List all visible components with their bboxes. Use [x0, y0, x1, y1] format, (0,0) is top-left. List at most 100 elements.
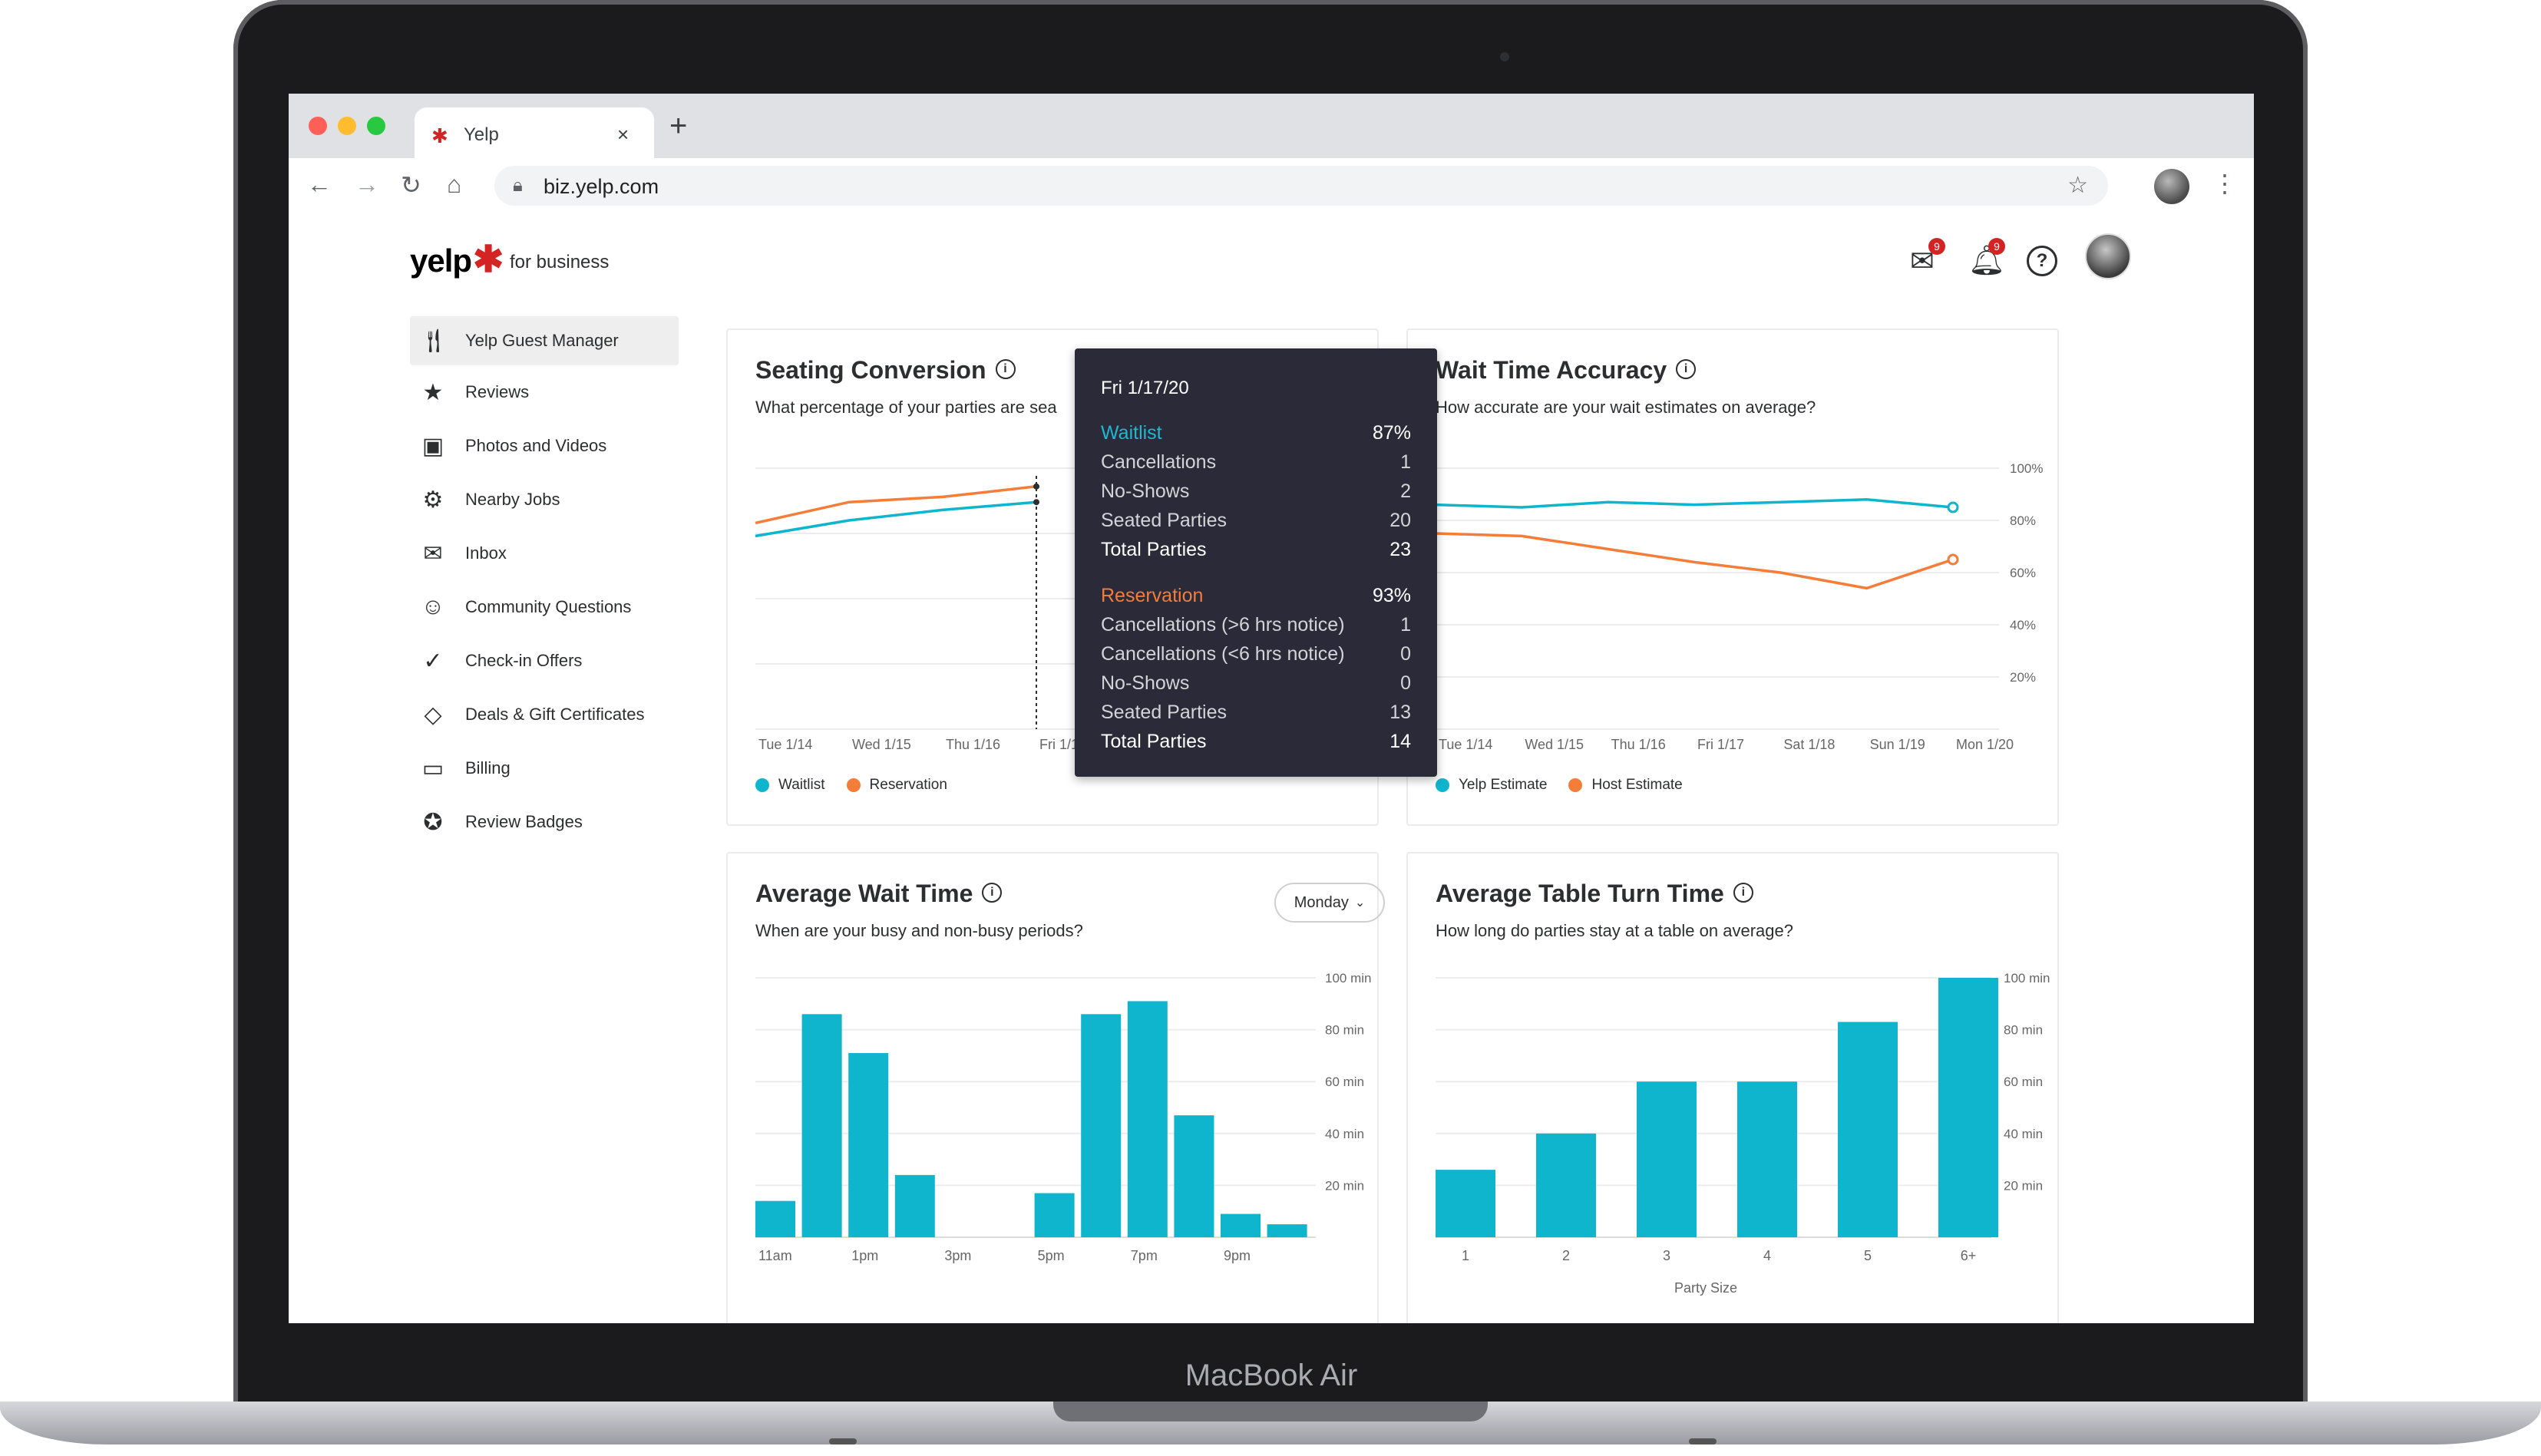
bar	[1737, 1081, 1797, 1237]
card-title: Seating Conversion i	[755, 356, 1016, 385]
new-tab-button[interactable]: +	[669, 109, 688, 143]
sidebar-item-deals-gift-certificates[interactable]: ◇ Deals & Gift Certificates	[410, 688, 679, 741]
tooltip-row: Total Parties 14	[1101, 731, 1411, 760]
legend-swatch-waitlist	[755, 778, 769, 792]
back-icon[interactable]: ←	[307, 170, 332, 198]
sidebar-item-billing[interactable]: ▭ Billing	[410, 741, 679, 795]
info-icon[interactable]: i	[1676, 358, 1697, 379]
y-tick-label: 60 min	[1325, 1075, 1364, 1089]
y-tick-label: 20 min	[2004, 1178, 2043, 1193]
day-dropdown[interactable]: Monday ⌄	[1274, 883, 1385, 923]
tooltip-row-label: No-Shows	[1101, 480, 1190, 502]
chrome-menu-icon[interactable]: ⋮	[2212, 170, 2237, 197]
sidebar-item-nearby-jobs[interactable]: ⚙ Nearby Jobs	[410, 473, 679, 527]
bookmark-star-icon[interactable]: ☆	[2067, 173, 2088, 198]
sidebar-item-label: Yelp Guest Manager	[465, 331, 619, 350]
tag-icon: ◇	[424, 702, 442, 728]
yelp-burst-icon: ✱	[473, 239, 504, 280]
image-icon: ▣	[421, 433, 444, 459]
chart-legend: Waitlist Reservation	[755, 777, 969, 794]
tooltip-row: Cancellations 1	[1101, 451, 1411, 480]
legend-swatch-reservation	[846, 778, 861, 792]
x-tick-label: 5pm	[1038, 1248, 1065, 1263]
x-tick-label: 11am	[758, 1248, 792, 1263]
tooltip-row: Cancellations (>6 hrs notice) 1	[1101, 614, 1411, 643]
help-icon[interactable]: ?	[2027, 246, 2057, 276]
tooltip-row: Waitlist 87%	[1101, 422, 1411, 451]
tab-bar: ✱ Yelp × +	[289, 94, 2254, 158]
device-brand-label: MacBook Air	[1185, 1359, 1358, 1392]
legend-swatch-yelp-estimate	[1436, 778, 1449, 792]
bar	[894, 1174, 935, 1237]
home-icon[interactable]: ⌂	[447, 170, 462, 198]
sidebar-item-review-badges[interactable]: ✪ Review Badges	[410, 795, 679, 849]
bar	[1436, 1170, 1495, 1237]
browser-window: ✱ Yelp × + ← → ↻ ⌂ 🔒︎ biz.yelp.com ☆ ⋮ y…	[289, 94, 2254, 1323]
x-tick-label: 3	[1663, 1248, 1670, 1263]
series-line-waitlist	[755, 500, 1037, 538]
sidebar-item-label: Deals & Gift Certificates	[465, 705, 645, 724]
bar	[1938, 978, 1998, 1237]
x-tick-label: Fri 1/17	[1697, 737, 1744, 752]
card-title: Wait Time Accuracy i	[1436, 356, 1697, 385]
tooltip-row: No-Shows 2	[1101, 480, 1411, 510]
tooltip-row-label: Total Parties	[1101, 731, 1207, 752]
average-wait-time-card: Average Wait Time i When are your busy an…	[726, 852, 1385, 1323]
tooltip-row-value: 14	[1389, 731, 1411, 752]
bar	[801, 1014, 842, 1237]
info-icon[interactable]: i	[995, 358, 1016, 379]
yelp-logo[interactable]: yelp✱	[410, 238, 504, 281]
sidebar-item-label: Review Badges	[465, 812, 583, 831]
url-text: biz.yelp.com	[544, 175, 659, 198]
minimize-window-button[interactable]	[338, 117, 356, 135]
tab-close-icon[interactable]: ×	[617, 123, 629, 146]
tooltip-row-label: Seated Parties	[1101, 702, 1227, 723]
x-tick-label: Sun 1/19	[1870, 737, 1925, 752]
info-icon[interactable]: i	[982, 882, 1003, 903]
sidebar-item-label: Billing	[465, 758, 511, 778]
badge-check-icon: ✓	[423, 648, 443, 674]
bar	[1838, 1022, 1898, 1237]
reload-icon[interactable]: ↻	[401, 171, 421, 199]
bar	[1081, 1014, 1122, 1237]
sidebar-item-yelp-guest-manager[interactable]: 🍴︎ Yelp Guest Manager	[410, 316, 679, 365]
sidebar-item-community-questions[interactable]: ☺ Community Questions	[410, 580, 679, 634]
tooltip-row-label: Cancellations (>6 hrs notice)	[1101, 614, 1345, 636]
bar	[1127, 1001, 1168, 1237]
close-window-button[interactable]	[309, 117, 327, 135]
tooltip-row-value: 23	[1389, 539, 1411, 560]
sidebar-item-check-in-offers[interactable]: ✓ Check-in Offers	[410, 634, 679, 688]
forward-icon[interactable]: →	[355, 170, 379, 198]
y-tick-label: 20%	[2010, 670, 2036, 685]
browser-tab[interactable]: ✱ Yelp ×	[415, 107, 654, 158]
seating-title: Seating Conversion	[755, 356, 986, 384]
sidebar-item-photos-and-videos[interactable]: ▣ Photos and Videos	[410, 419, 679, 473]
sidebar-nav: 🍴︎ Yelp Guest Manager ★ Reviews ▣ Photos and …	[410, 316, 679, 849]
y-tick-label: 60 min	[2004, 1075, 2043, 1089]
notifications-badge: 9	[1988, 238, 2005, 255]
user-avatar[interactable]	[2085, 233, 2131, 279]
y-tick-label: 100 min	[2004, 971, 2050, 986]
x-tick-label: Wed 1/15	[852, 737, 911, 752]
info-icon[interactable]: i	[1733, 882, 1753, 903]
chrome-profile-avatar[interactable]	[2154, 169, 2189, 204]
end-point-marker	[1947, 501, 1959, 513]
maximize-window-button[interactable]	[367, 117, 385, 135]
address-bar[interactable]: 🔒︎ biz.yelp.com ☆	[494, 166, 2108, 206]
sidebar-item-label: Photos and Videos	[465, 436, 607, 455]
tooltip-row-label: Total Parties	[1101, 539, 1207, 560]
laptop-foot	[829, 1438, 857, 1444]
tooltip-row-value: 93%	[1372, 585, 1411, 606]
sidebar-item-inbox[interactable]: ✉ Inbox	[410, 527, 679, 580]
sidebar-item-reviews[interactable]: ★ Reviews	[410, 365, 679, 419]
tab-title: Yelp	[464, 124, 499, 145]
tooltip-row: No-Shows 0	[1101, 672, 1411, 702]
logo-text: yelp	[410, 243, 472, 279]
sidebar-item-label: Check-in Offers	[465, 651, 583, 670]
app-header: yelp✱ for business ✉ 9 🔔︎ 9 ?	[289, 215, 2254, 299]
x-tick-label: 4	[1763, 1248, 1771, 1263]
wait-time-accuracy-card: Wait Time Accuracy i How accurate are you…	[1406, 329, 2059, 826]
card-title: Average Wait Time i	[755, 880, 1003, 908]
star-icon: ★	[422, 379, 444, 405]
bar	[1267, 1224, 1307, 1237]
